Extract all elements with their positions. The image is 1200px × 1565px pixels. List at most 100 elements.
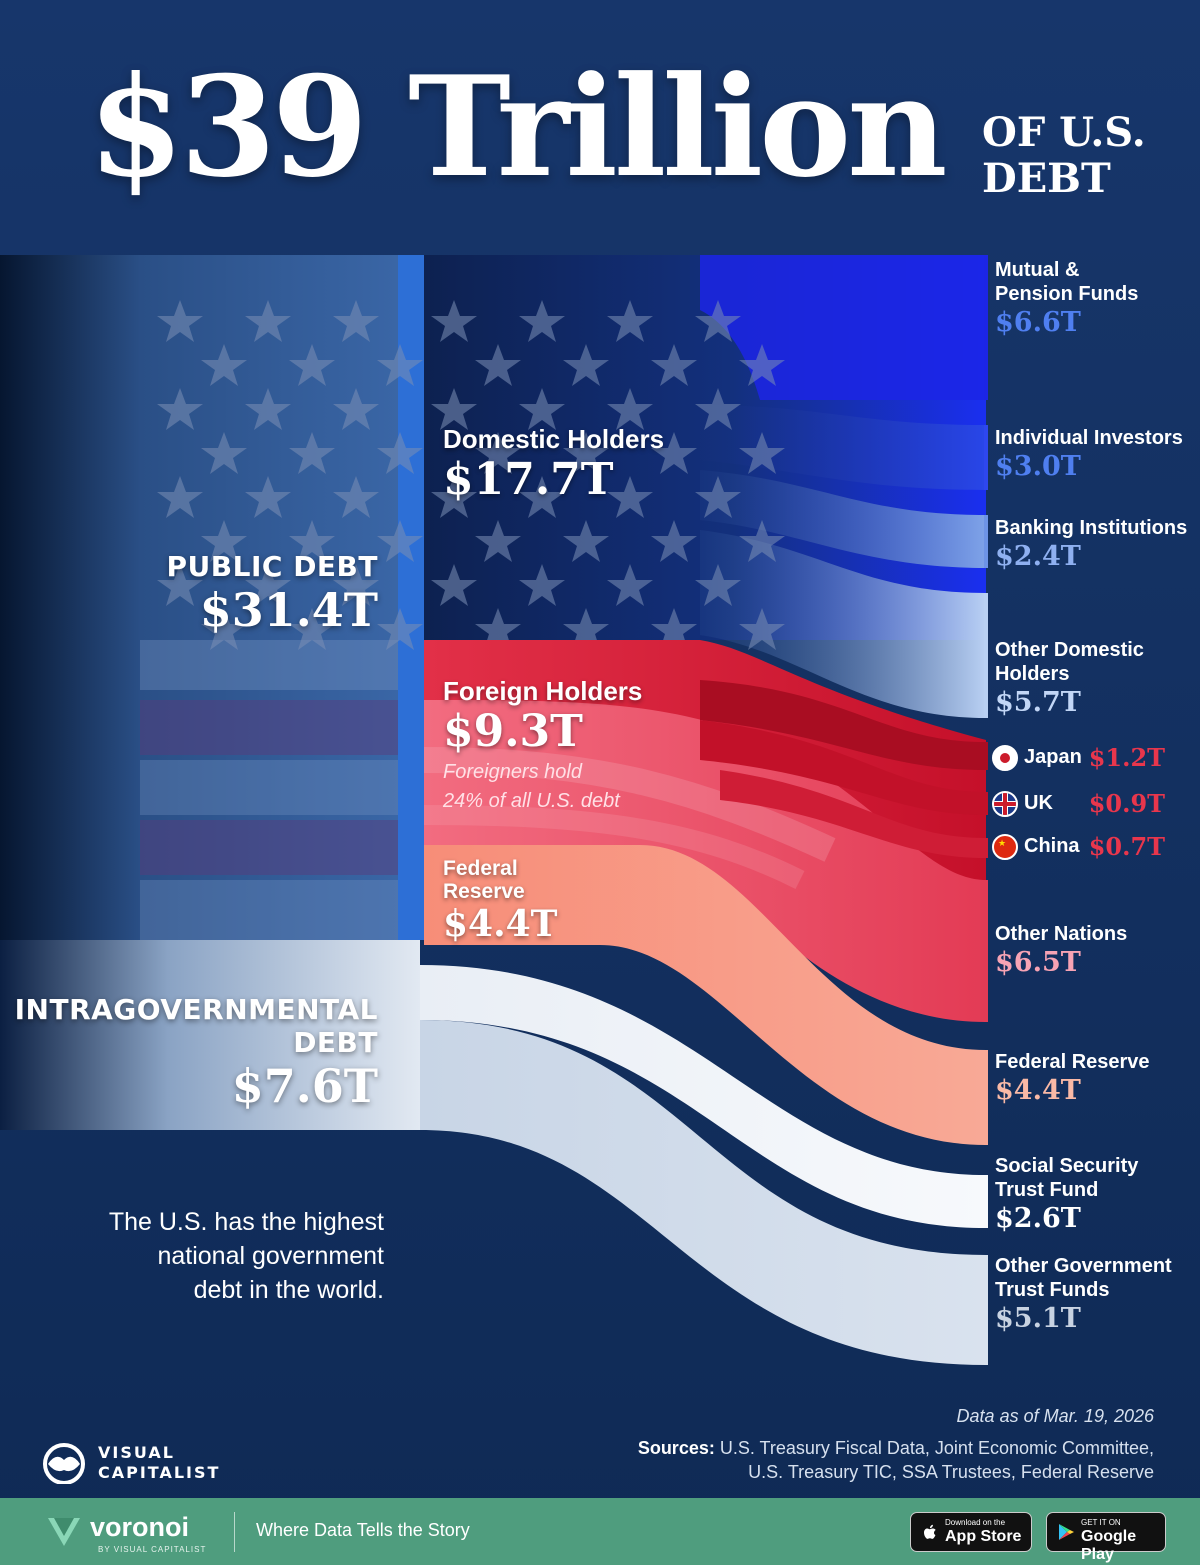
uk-name: UK — [1024, 792, 1053, 814]
footer-divider — [234, 1512, 235, 1552]
other-nations-value: $6.5T — [995, 947, 1081, 978]
fed-mid-name: Federal — [443, 857, 518, 880]
individual-name: Individual Investors — [995, 427, 1183, 449]
country-japan: Japan $1.2T — [990, 743, 1190, 773]
mutual-value: $6.6T — [995, 307, 1081, 338]
node-intragov — [0, 940, 420, 1130]
ss-name: Trust Fund — [995, 1179, 1099, 1201]
tagline: The U.S. has the highest national govern… — [24, 1205, 384, 1307]
node-fedmid — [424, 845, 986, 1145]
tagline-line: The U.S. has the highest — [108, 1208, 384, 1236]
domestic-value: $17.7T — [443, 454, 614, 505]
individual-value: $3.0T — [995, 451, 1081, 482]
banking-label: Banking Institutions $2.4T — [995, 516, 1195, 574]
link-ss — [420, 965, 986, 1228]
voronoi-by: BY VISUAL CAPITALIST — [98, 1545, 207, 1554]
china-flag-icon: ★ — [992, 834, 1018, 860]
japan-value: $1.2T — [1088, 743, 1165, 772]
subtitle-line: DEBT — [982, 155, 1111, 202]
country-china: ★ China $0.7T — [990, 832, 1190, 862]
sources: Sources: U.S. Treasury Fiscal Data, Join… — [514, 1436, 1154, 1484]
fed-label: Federal Reserve $4.4T — [995, 1050, 1195, 1108]
google-play-icon — [1059, 1524, 1074, 1540]
domestic-name: Domestic Holders — [443, 424, 665, 454]
subtitle-line: OF U.S. — [982, 109, 1146, 156]
link-ogt — [420, 1020, 986, 1365]
sources-text: U.S. Treasury TIC, SSA Trustees, Federal… — [748, 1462, 1154, 1482]
other-domestic-value: $5.7T — [995, 687, 1081, 718]
vc-wordmark: VISUAL — [98, 1443, 175, 1462]
foreign-note: Foreigners hold — [443, 761, 582, 783]
link-uk — [700, 720, 986, 815]
other-nations-label: Other Nations $6.5T — [995, 922, 1195, 980]
china-name: China — [1024, 835, 1080, 857]
mutual-name: Mutual & — [995, 259, 1080, 281]
vc-mark-icon — [43, 1443, 85, 1484]
data-as-of: Data as of Mar. 19, 2026 — [956, 1406, 1154, 1426]
ogt-value: $5.1T — [995, 1303, 1081, 1334]
japan-flag-icon — [992, 745, 1018, 771]
intragov-value: $7.6T — [231, 1059, 378, 1113]
japan-name: Japan — [1024, 746, 1082, 768]
link-china — [720, 770, 986, 858]
foreign-label: Foreign Holders $9.3T Foreigners hold 24… — [443, 676, 642, 816]
footer-bar: voronoi BY VISUAL CAPITALIST Where Data … — [0, 1498, 1200, 1565]
uk-flag-icon — [992, 791, 1018, 817]
visual-capitalist-logo[interactable]: VISUAL CAPITALIST — [34, 1440, 234, 1490]
app-store-button[interactable]: Download on the App Store — [910, 1512, 1032, 1552]
google-play-small: GET IT ON — [1081, 1518, 1121, 1527]
voronoi-logo[interactable]: voronoi BY VISUAL CAPITALIST — [44, 1510, 234, 1554]
foreign-value: $9.3T — [443, 706, 583, 757]
country-uk: UK $0.9T — [990, 789, 1190, 819]
ogt-name: Other Government — [995, 1255, 1172, 1277]
public-debt-value: $31.4T — [199, 583, 378, 637]
ss-value: $2.6T — [995, 1203, 1081, 1234]
footer-tagline: Where Data Tells the Story — [256, 1520, 470, 1540]
tagline-line: national government — [157, 1242, 384, 1270]
mutual-name: Pension Funds — [995, 283, 1139, 305]
app-store-small: Download on the — [945, 1518, 1006, 1527]
google-play-label: Google Play — [1081, 1528, 1137, 1563]
google-play-button[interactable]: GET IT ON Google Play — [1046, 1512, 1166, 1563]
fed-mid-label: Federal Reserve $4.4T — [443, 857, 557, 945]
foreign-note: 24% of all U.S. debt — [443, 790, 620, 812]
other-domestic-name: Holders — [995, 663, 1070, 685]
fed-name: Federal Reserve — [995, 1051, 1150, 1073]
sources-label: Sources: — [637, 1438, 715, 1458]
link-otherdom — [700, 530, 986, 718]
fed-mid-value: $4.4T — [443, 903, 558, 945]
vc-wordmark: CAPITALIST — [98, 1463, 221, 1482]
ss-name: Social Security — [995, 1155, 1139, 1177]
fed-mid-name: Reserve — [443, 880, 525, 903]
voronoi-wordmark: voronoi — [90, 1512, 189, 1542]
link-banking — [700, 470, 986, 568]
other-domestic-name: Other Domestic — [995, 639, 1144, 661]
other-domestic-label: Other Domestic Holders $5.7T — [995, 638, 1195, 720]
individual-label: Individual Investors $3.0T — [995, 426, 1195, 484]
banking-name: Banking Institutions — [995, 517, 1188, 539]
voronoi-mark-icon — [48, 1518, 80, 1546]
uk-value: $0.9T — [1088, 789, 1165, 818]
other-nations-name: Other Nations — [995, 923, 1128, 945]
sources-text: U.S. Treasury Fiscal Data, Joint Economi… — [719, 1438, 1154, 1458]
tagline-line: debt in the world. — [193, 1276, 384, 1304]
foreign-name: Foreign Holders — [443, 676, 643, 706]
public-debt-heading: PUBLIC DEBT — [166, 550, 378, 583]
domestic-label: Domestic Holders $17.7T — [443, 424, 664, 506]
link-japan — [700, 680, 986, 770]
public-debt-label: PUBLIC DEBT $31.4T — [18, 550, 378, 637]
page-subtitle: OF U.S. DEBT — [982, 110, 1182, 202]
ogt-name: Trust Funds — [995, 1279, 1110, 1301]
app-store-label: App Store — [945, 1528, 1022, 1545]
ogt-label: Other Government Trust Funds $5.1T — [995, 1254, 1195, 1336]
banking-value: $2.4T — [995, 541, 1081, 572]
intragov-label: INTRAGOVERNMENTAL DEBT $7.6T — [0, 993, 378, 1113]
china-value: $0.7T — [1088, 832, 1165, 861]
intragov-heading: DEBT — [293, 1026, 378, 1059]
node-public-debt — [0, 255, 400, 940]
page-title: $39 Trillion — [88, 45, 948, 208]
apple-icon — [924, 1524, 936, 1539]
intragov-heading: INTRAGOVERNMENTAL — [14, 993, 378, 1026]
